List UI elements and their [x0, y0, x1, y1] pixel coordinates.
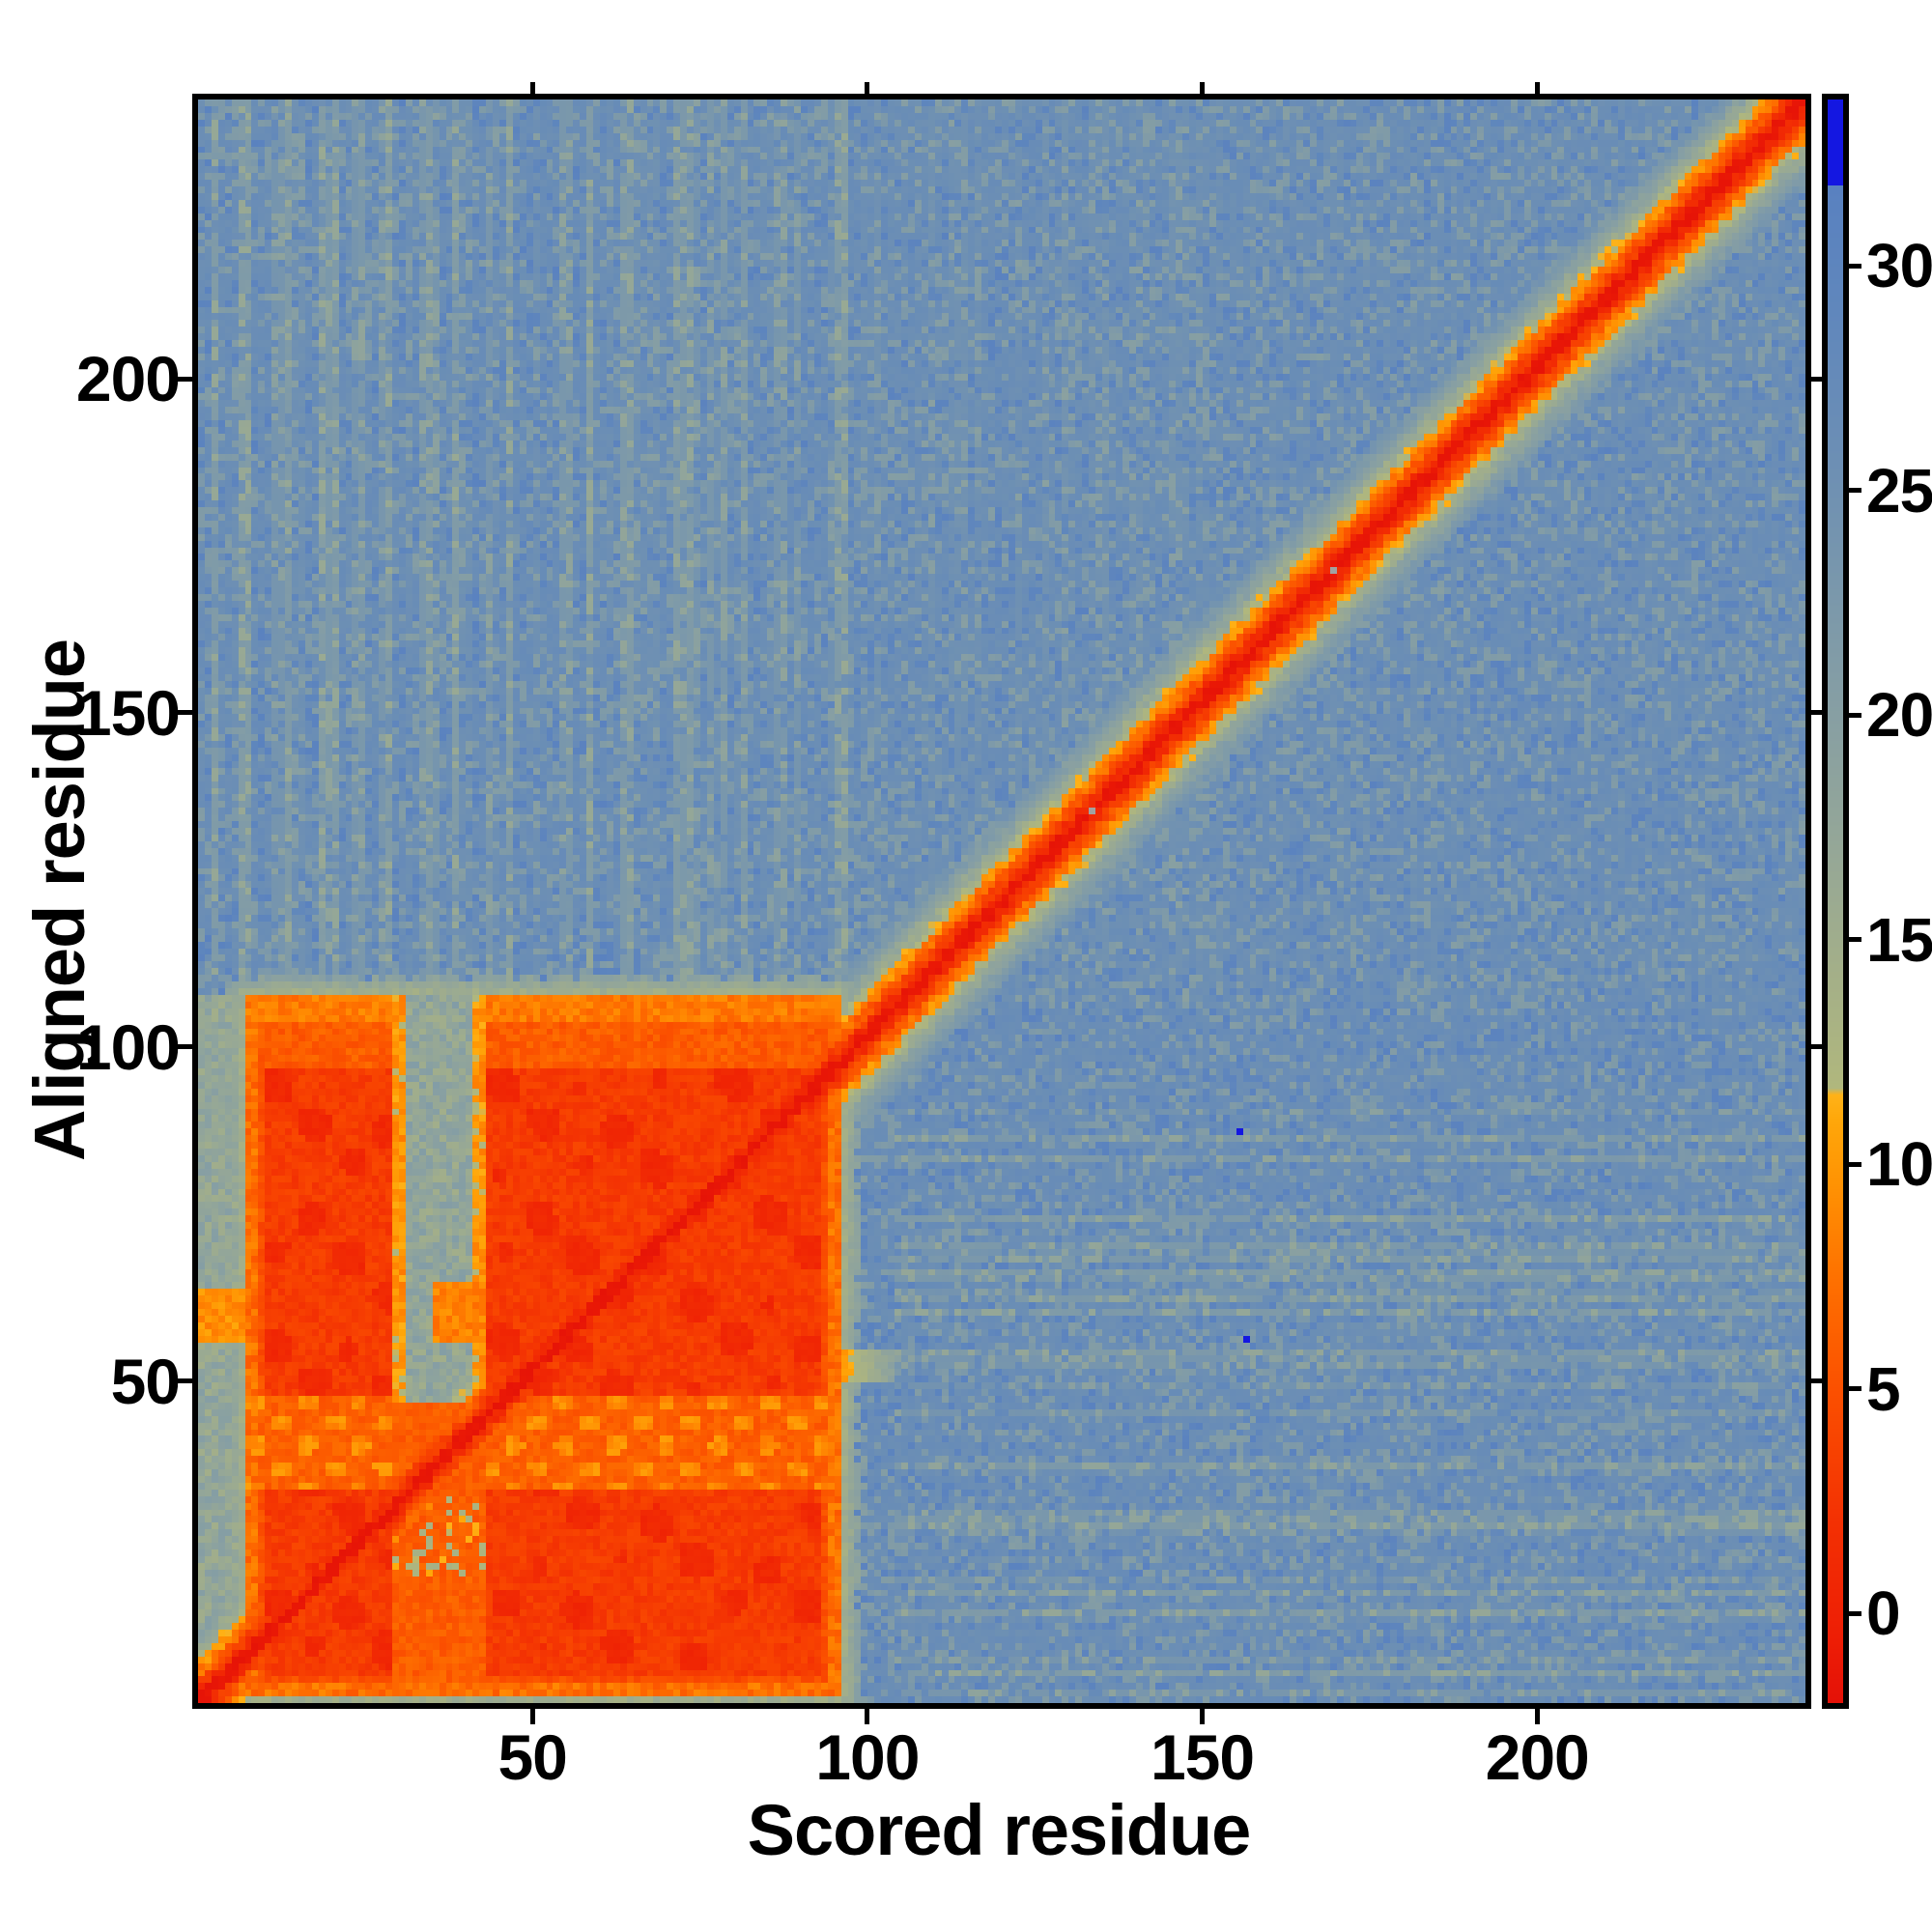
x-tick-mark-top [1534, 82, 1540, 94]
y-tick-mark-right [1811, 376, 1823, 382]
x-axis-title: Scored residue [747, 1790, 1252, 1870]
y-tick-mark [177, 376, 192, 382]
x-tick-mark [529, 1709, 535, 1724]
colorbar-tick-mark [1849, 1386, 1861, 1391]
y-tick-mark-right [1811, 1378, 1823, 1384]
x-tick-label: 150 [1150, 1721, 1255, 1793]
y-axis-title: Aligned residue [19, 639, 99, 1162]
x-tick-mark [865, 1709, 870, 1724]
colorbar-tick-mark [1849, 1161, 1861, 1167]
y-tick-label: 50 [110, 1345, 181, 1417]
colorbar-tick-label: 0 [1866, 1578, 1901, 1648]
y-tick-mark [177, 710, 192, 716]
colorbar-tick-mark [1849, 263, 1861, 269]
colorbar-canvas [1828, 99, 1843, 1703]
colorbar-tick-mark [1849, 712, 1861, 718]
y-tick-mark-right [1811, 710, 1823, 716]
y-tick-mark [177, 1044, 192, 1050]
y-tick-label: 150 [75, 676, 181, 749]
colorbar-tick-label: 20 [1866, 680, 1932, 751]
y-tick-mark-right [1811, 1044, 1823, 1050]
colorbar-tick-label: 25 [1866, 455, 1932, 526]
x-tick-mark-top [865, 82, 870, 94]
x-tick-label: 100 [815, 1721, 920, 1793]
colorbar-tick-label: 5 [1866, 1353, 1901, 1424]
x-tick-label: 50 [497, 1721, 567, 1793]
x-tick-mark-top [1200, 82, 1206, 94]
colorbar-tick-label: 15 [1866, 904, 1932, 975]
x-tick-mark-top [529, 82, 535, 94]
colorbar-tick-mark [1849, 1610, 1861, 1616]
x-tick-mark [1200, 1709, 1206, 1724]
colorbar-tick-label: 30 [1866, 231, 1932, 301]
y-tick-mark [177, 1378, 192, 1384]
colorbar-tick-mark [1849, 488, 1861, 494]
y-tick-label: 200 [75, 343, 181, 415]
colorbar-tick-mark [1849, 937, 1861, 943]
y-tick-label: 100 [75, 1010, 181, 1083]
x-tick-label: 200 [1485, 1721, 1590, 1793]
heatmap-canvas [198, 99, 1805, 1703]
colorbar-tick-label: 10 [1866, 1129, 1932, 1200]
x-tick-mark [1534, 1709, 1540, 1724]
